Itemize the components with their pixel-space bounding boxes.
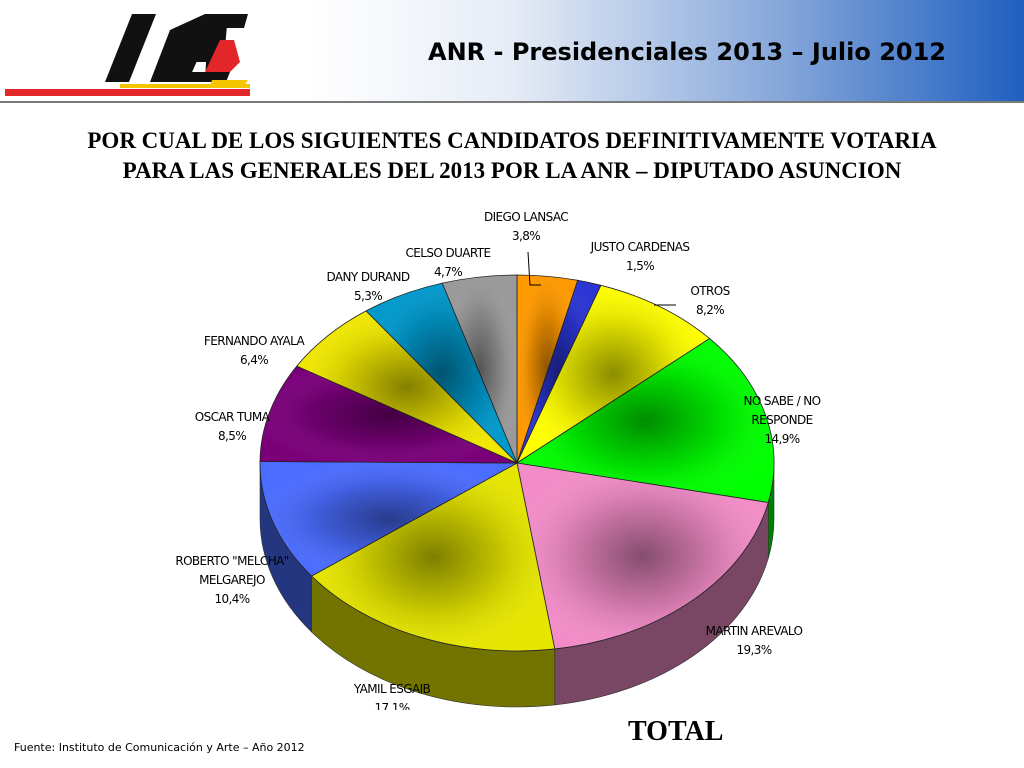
slice-label-9: DANY DURAND 5,3% <box>326 270 409 303</box>
question-line-1: POR CUAL DE LOS SIGUIENTES CANDIDATOS DE… <box>87 128 937 153</box>
pie-slice-shading-6 <box>260 461 517 577</box>
pie-slice-shading-8 <box>296 310 517 463</box>
pie-slice-shading-9 <box>366 283 517 463</box>
survey-question: POR CUAL DE LOS SIGUIENTES CANDIDATOS DE… <box>0 126 1024 186</box>
leader-line-0 <box>527 251 541 286</box>
pie-slice-shading-3 <box>517 338 774 503</box>
slice-label-10: CELSO DUARTE 4,7% <box>406 246 491 279</box>
slice-label-2: OTROS 8,2% <box>690 284 729 317</box>
pie-slice-shading-4 <box>517 463 769 649</box>
pie-slice-shading-0 <box>517 275 578 463</box>
slice-label-0: DIEGO LANSAC 3,8% <box>484 210 568 243</box>
source-note: Fuente: Instituto de Comunicación y Arte… <box>14 741 305 754</box>
pie-chart: DIEGO LANSAC 3,8% JUSTO CARDENAS 1,5%OTROS 8… <box>175 210 821 710</box>
pie-slice-shading-5 <box>311 463 555 651</box>
pie-slice-shading-10 <box>442 275 517 463</box>
slice-label-5: YAMIL ESGAIB 17,1% <box>353 682 431 710</box>
ica-logo <box>5 14 250 96</box>
slice-label-8: FERNANDO AYALA 6,4% <box>204 334 306 367</box>
slice-label-6: ROBERTO "MELCHA" MELGAREJO 10,4% <box>175 554 288 606</box>
label-leader-lines <box>527 251 676 306</box>
logo-mark <box>5 14 250 96</box>
header-rule <box>0 101 1024 103</box>
pie-slices <box>259 274 775 652</box>
slice-label-7: OSCAR TUMA 8,5% <box>195 410 271 443</box>
slice-label-4: MARTIN AREVALO 19,3% <box>706 624 803 657</box>
page-title: ANR - Presidenciales 2013 – Julio 2012 <box>428 38 946 66</box>
question-line-2: PARA LAS GENERALES DEL 2013 POR LA ANR –… <box>122 158 902 183</box>
slice-label-3: NO SABE / NO RESPONDE 14,9% <box>744 394 821 446</box>
pie-slice-shading-7 <box>260 366 517 463</box>
chart-caption: TOTAL <box>628 716 724 747</box>
pie-slice-shading-1 <box>517 280 601 463</box>
slice-label-1: JUSTO CARDENAS 1,5% <box>590 240 690 273</box>
slice-labels: DIEGO LANSAC 3,8% JUSTO CARDENAS 1,5%OTROS 8… <box>175 210 821 710</box>
pie-slice-shading-2 <box>517 285 710 463</box>
